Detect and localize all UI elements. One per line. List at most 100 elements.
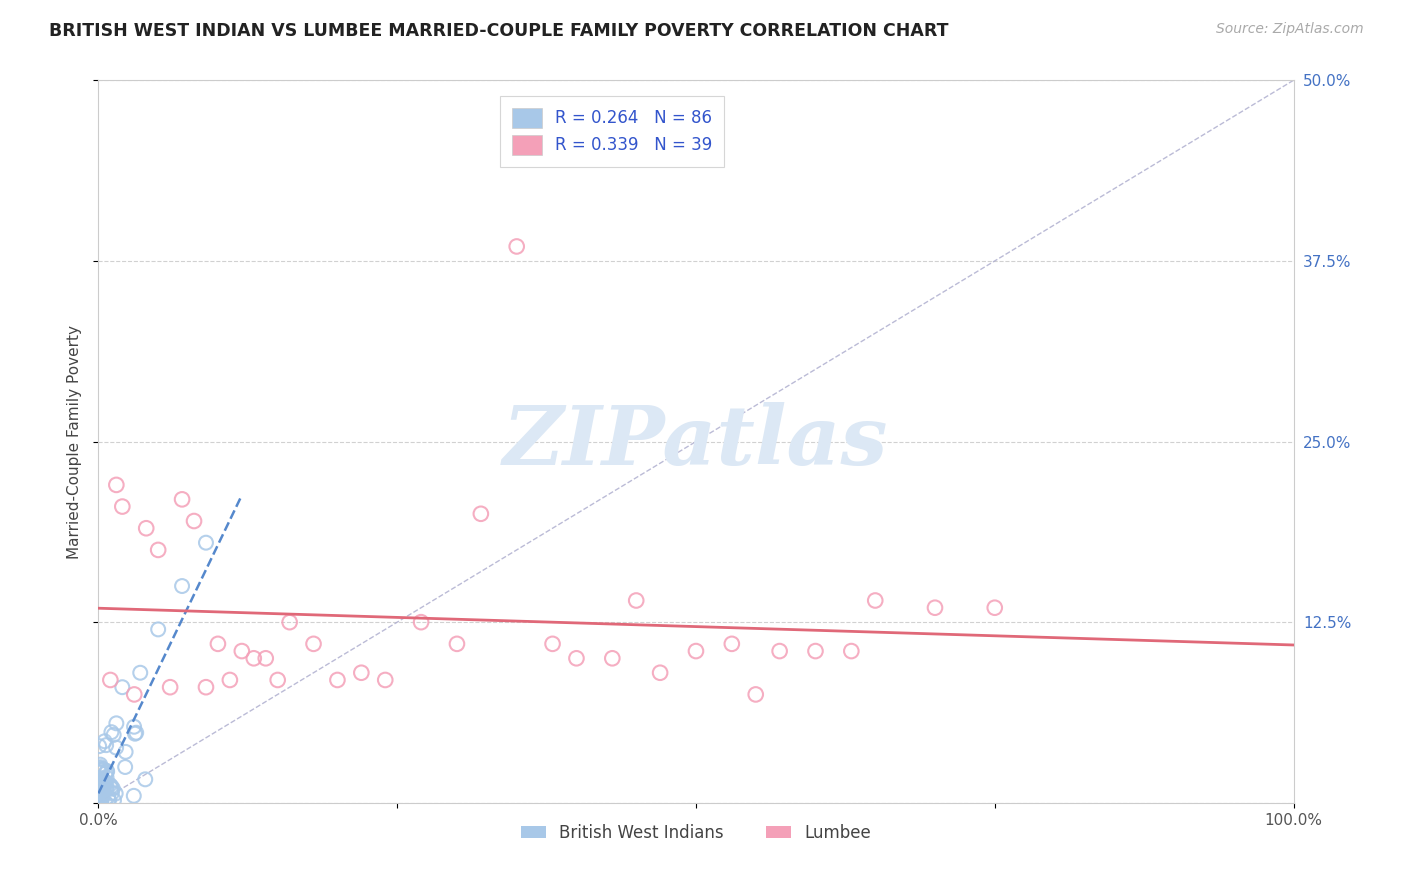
Point <box>96 764 118 779</box>
Point <box>103 793 125 807</box>
Point <box>90 788 112 802</box>
Point <box>114 745 136 759</box>
Point <box>89 773 111 788</box>
Point <box>90 772 112 787</box>
Point <box>90 774 112 789</box>
Point <box>90 796 112 810</box>
Text: ZIPatlas: ZIPatlas <box>503 401 889 482</box>
Point <box>685 644 707 658</box>
Point <box>148 542 170 557</box>
Point <box>769 644 792 658</box>
Point <box>89 765 111 780</box>
Point <box>129 665 152 680</box>
Point <box>96 779 118 793</box>
Point <box>89 778 111 792</box>
Text: BRITISH WEST INDIAN VS LUMBEE MARRIED-COUPLE FAMILY POVERTY CORRELATION CHART: BRITISH WEST INDIAN VS LUMBEE MARRIED-CO… <box>49 22 949 40</box>
Point <box>541 637 564 651</box>
Point <box>411 615 433 630</box>
Point <box>104 787 127 801</box>
Point <box>89 786 111 800</box>
Point <box>94 795 117 809</box>
Point <box>243 651 266 665</box>
Point <box>302 637 325 651</box>
Point <box>183 514 205 528</box>
Point <box>650 665 672 680</box>
Point <box>87 774 110 789</box>
Point <box>87 773 110 788</box>
Point <box>96 780 118 795</box>
Point <box>90 780 112 795</box>
Point <box>135 521 157 535</box>
Point <box>105 716 128 731</box>
Point <box>87 789 110 803</box>
Point <box>93 778 115 792</box>
Point <box>94 775 117 789</box>
Point <box>91 779 114 793</box>
Point <box>94 766 117 780</box>
Point <box>267 673 290 687</box>
Point <box>565 651 588 665</box>
Point <box>91 791 114 805</box>
Point <box>90 776 112 790</box>
Point <box>90 794 112 808</box>
Point <box>101 786 124 800</box>
Point <box>90 764 112 778</box>
Point <box>111 500 134 514</box>
Point <box>148 623 170 637</box>
Point <box>89 792 111 806</box>
Point <box>96 771 118 785</box>
Point <box>93 773 115 788</box>
Point <box>101 781 124 796</box>
Point <box>91 783 114 797</box>
Point <box>89 739 111 753</box>
Point <box>374 673 396 687</box>
Point <box>89 757 111 772</box>
Point <box>89 761 111 775</box>
Point <box>91 785 114 799</box>
Point <box>626 593 648 607</box>
Point <box>91 762 114 776</box>
Point <box>924 600 946 615</box>
Point <box>195 535 218 549</box>
Point <box>87 775 110 789</box>
Point <box>122 720 145 734</box>
Point <box>207 637 229 651</box>
Point <box>90 790 112 805</box>
Point <box>93 780 115 794</box>
Point <box>87 785 110 799</box>
Point <box>134 772 156 787</box>
Point <box>804 644 827 658</box>
Point <box>159 680 181 694</box>
Point <box>98 673 122 687</box>
Point <box>89 786 111 800</box>
Point <box>865 593 887 607</box>
Point <box>470 507 492 521</box>
Point <box>87 789 110 804</box>
Point <box>111 680 134 694</box>
Point <box>984 600 1007 615</box>
Point <box>100 780 122 794</box>
Point <box>506 239 529 253</box>
Point <box>98 793 121 807</box>
Point <box>219 673 242 687</box>
Point <box>91 763 114 777</box>
Point <box>114 760 136 774</box>
Point <box>105 478 128 492</box>
Point <box>91 781 114 796</box>
Point <box>124 727 146 741</box>
Point <box>87 780 110 795</box>
Point <box>93 734 115 748</box>
Point <box>326 673 349 687</box>
Legend: British West Indians, Lumbee: British West Indians, Lumbee <box>515 817 877 848</box>
Point <box>602 651 624 665</box>
Point <box>254 651 277 665</box>
Point <box>93 774 115 789</box>
Point <box>172 492 194 507</box>
Point <box>90 788 112 802</box>
Point <box>100 725 122 739</box>
Point <box>94 738 117 752</box>
Point <box>87 771 110 785</box>
Point <box>91 780 114 795</box>
Y-axis label: Married-Couple Family Poverty: Married-Couple Family Poverty <box>67 325 83 558</box>
Point <box>278 615 301 630</box>
